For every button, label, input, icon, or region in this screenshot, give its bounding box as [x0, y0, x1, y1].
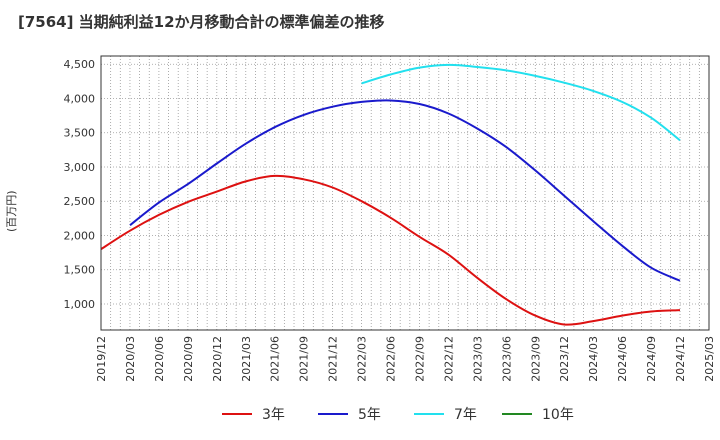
series-lines — [100, 63, 681, 326]
y-tick-label: 4,000 — [64, 92, 96, 105]
y-tick-label: 1,500 — [64, 264, 96, 277]
x-tick-label: 2021/09 — [298, 336, 311, 382]
x-tick-label: 2023/09 — [529, 336, 542, 382]
x-tick-label: 2024/03 — [587, 336, 600, 382]
y-tick-label: 2,000 — [64, 229, 96, 242]
x-tick-label: 2024/12 — [674, 336, 687, 382]
x-tick-label: 2024/06 — [616, 336, 629, 382]
legend-label: 10年 — [542, 407, 574, 423]
y-tick-label: 3,500 — [64, 127, 96, 140]
y-tick-label: 4,500 — [64, 58, 96, 71]
x-tick-label: 2021/06 — [269, 336, 282, 382]
x-tick-label: 2020/09 — [182, 336, 195, 382]
grid — [101, 56, 709, 330]
legend-label: 7年 — [454, 407, 477, 423]
x-tick-label: 2020/06 — [153, 336, 166, 382]
x-tick-label: 2025/03 — [703, 336, 716, 382]
x-tick-label: 2022/03 — [356, 336, 369, 382]
x-tick-label: 2021/03 — [240, 336, 253, 382]
x-tick-labels: 2019/12 2020/03 2020/06 2020/09 2020/12 2021/… — [95, 336, 716, 382]
y-tick-labels: 1,000 1,500 2,000 2,500 3,000 3,500 4,000 4,500 — [64, 58, 96, 311]
x-tick-label: 2022/09 — [413, 336, 426, 382]
plot-area-frame — [100, 55, 710, 331]
y-tick-label: 1,000 — [64, 298, 96, 311]
x-tick-label: 2019/12 — [95, 336, 108, 382]
chart-title: [7564] 当期純利益12か月移動合計の標準偏差の推移 — [18, 13, 385, 31]
legend-label: 3年 — [262, 407, 285, 423]
x-tick-label: 2022/12 — [442, 336, 455, 382]
x-tick-label: 2023/03 — [471, 336, 484, 382]
y-tick-label: 3,000 — [64, 161, 96, 174]
legend: 3年 5年 7年 10年 — [222, 407, 574, 423]
x-tick-label: 2021/12 — [327, 336, 340, 382]
x-tick-label: 2022/06 — [385, 336, 398, 382]
x-tick-label: 2020/03 — [124, 336, 137, 382]
series-line-5年 — [129, 99, 681, 282]
legend-label: 5年 — [358, 407, 381, 423]
x-tick-label: 2023/12 — [558, 336, 571, 382]
y-tick-label: 2,500 — [64, 195, 96, 208]
x-tick-label: 2024/09 — [645, 336, 658, 382]
x-tick-label: 2020/12 — [211, 336, 224, 382]
series-line-3年 — [100, 174, 681, 326]
x-tick-label: 2023/06 — [500, 336, 513, 382]
series-line-7年 — [361, 63, 681, 142]
